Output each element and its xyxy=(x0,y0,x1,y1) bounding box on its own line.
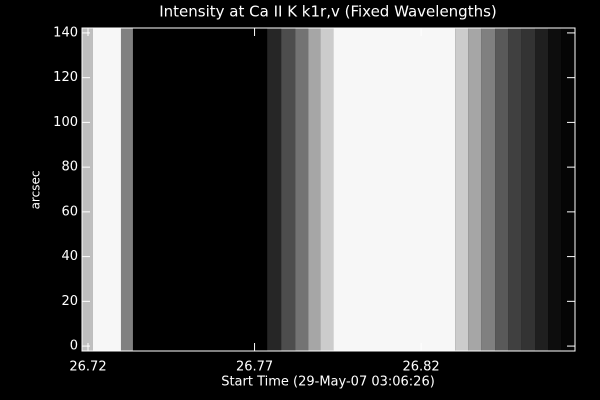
intensity-band xyxy=(455,28,469,351)
y-tick-label: 80 xyxy=(61,160,78,175)
y-tick-label: 140 xyxy=(53,25,78,40)
y-tick-label: 100 xyxy=(53,115,78,130)
y-axis-label: arcsec xyxy=(29,171,43,210)
intensity-band xyxy=(281,28,296,351)
x-tick-label: 26.82 xyxy=(402,360,439,375)
x-tick-label: 26.77 xyxy=(236,360,273,375)
x-tick-label: 26.72 xyxy=(69,360,106,375)
y-tick-label: 120 xyxy=(53,70,78,85)
y-tick-label: 40 xyxy=(61,249,78,264)
intensity-band xyxy=(481,28,496,351)
y-tick-label: 0 xyxy=(70,339,78,354)
intensity-band xyxy=(308,28,321,351)
intensity-band xyxy=(561,28,575,351)
intensity-band xyxy=(92,28,121,351)
intensity-band xyxy=(333,28,456,351)
y-tick-label: 20 xyxy=(61,294,78,309)
intensity-band xyxy=(535,28,549,351)
chart-title: Intensity at Ca II K k1r,v (Fixed Wavele… xyxy=(159,3,497,21)
plot-frame xyxy=(81,27,576,352)
intensity-band xyxy=(82,28,93,351)
intensity-band xyxy=(468,28,482,351)
intensity-band xyxy=(295,28,309,351)
intensity-band xyxy=(132,28,268,351)
x-axis-label: Start Time (29-May-07 03:06:26) xyxy=(221,375,435,390)
y-tick-label: 60 xyxy=(61,204,78,219)
intensity-band xyxy=(548,28,562,351)
intensity-band xyxy=(495,28,509,351)
intensity-band xyxy=(508,28,522,351)
intensity-band xyxy=(120,28,133,351)
intensity-band xyxy=(521,28,536,351)
intensity-band xyxy=(320,28,334,351)
intensity-band xyxy=(267,28,282,351)
